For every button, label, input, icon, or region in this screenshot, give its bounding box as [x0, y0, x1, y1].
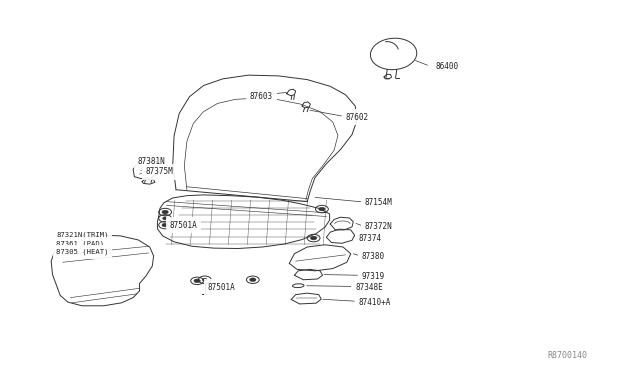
Circle shape: [194, 279, 200, 283]
Circle shape: [162, 210, 168, 214]
Circle shape: [310, 236, 317, 240]
Text: 87410+A: 87410+A: [358, 298, 391, 307]
Text: 87603: 87603: [250, 92, 273, 101]
Text: 87602: 87602: [346, 113, 369, 122]
Text: 87501A: 87501A: [170, 221, 197, 230]
Circle shape: [202, 278, 207, 281]
Text: 87305 (HEAT): 87305 (HEAT): [56, 249, 109, 256]
Text: 87372N: 87372N: [365, 222, 392, 231]
Text: 87381N: 87381N: [138, 157, 165, 166]
Text: R8700140: R8700140: [547, 351, 588, 360]
Text: 87501A: 87501A: [208, 283, 236, 292]
Circle shape: [163, 217, 168, 220]
Text: 97319: 97319: [362, 272, 385, 280]
Text: 87374: 87374: [358, 234, 381, 243]
Text: 87154M: 87154M: [365, 198, 392, 207]
Text: 87348E: 87348E: [355, 283, 383, 292]
Text: 87375M: 87375M: [146, 167, 173, 176]
Text: 87380: 87380: [362, 252, 385, 261]
Circle shape: [162, 223, 168, 227]
Circle shape: [250, 278, 256, 282]
Text: 87361 (PAD): 87361 (PAD): [56, 240, 104, 247]
Circle shape: [319, 207, 325, 211]
Text: 87321N(TRIM): 87321N(TRIM): [56, 232, 109, 238]
Text: 86400: 86400: [435, 62, 458, 71]
